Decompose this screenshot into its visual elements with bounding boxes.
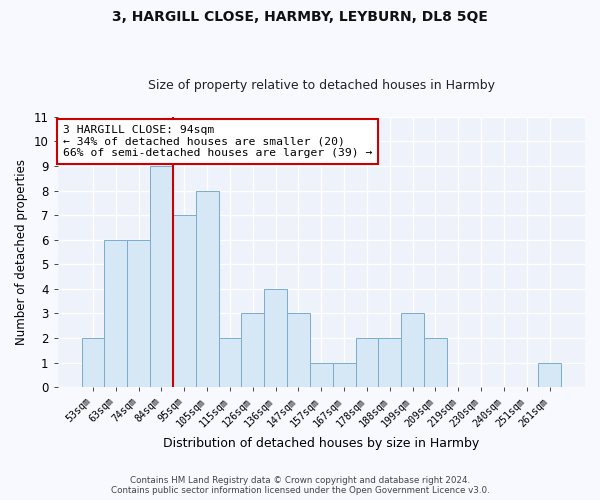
Bar: [401, 314, 424, 387]
Bar: [104, 240, 127, 387]
Bar: [196, 190, 218, 387]
Title: Size of property relative to detached houses in Harmby: Size of property relative to detached ho…: [148, 79, 495, 92]
Bar: [82, 338, 104, 387]
Bar: [150, 166, 173, 387]
Bar: [538, 362, 561, 387]
Bar: [287, 314, 310, 387]
Text: Contains HM Land Registry data © Crown copyright and database right 2024.
Contai: Contains HM Land Registry data © Crown c…: [110, 476, 490, 495]
X-axis label: Distribution of detached houses by size in Harmby: Distribution of detached houses by size …: [163, 437, 479, 450]
Bar: [264, 289, 287, 387]
Text: 3 HARGILL CLOSE: 94sqm
← 34% of detached houses are smaller (20)
66% of semi-det: 3 HARGILL CLOSE: 94sqm ← 34% of detached…: [63, 125, 372, 158]
Bar: [127, 240, 150, 387]
Bar: [310, 362, 333, 387]
Bar: [333, 362, 356, 387]
Bar: [424, 338, 447, 387]
Bar: [173, 215, 196, 387]
Bar: [218, 338, 241, 387]
Bar: [379, 338, 401, 387]
Text: 3, HARGILL CLOSE, HARMBY, LEYBURN, DL8 5QE: 3, HARGILL CLOSE, HARMBY, LEYBURN, DL8 5…: [112, 10, 488, 24]
Bar: [356, 338, 379, 387]
Bar: [241, 314, 264, 387]
Y-axis label: Number of detached properties: Number of detached properties: [15, 159, 28, 345]
